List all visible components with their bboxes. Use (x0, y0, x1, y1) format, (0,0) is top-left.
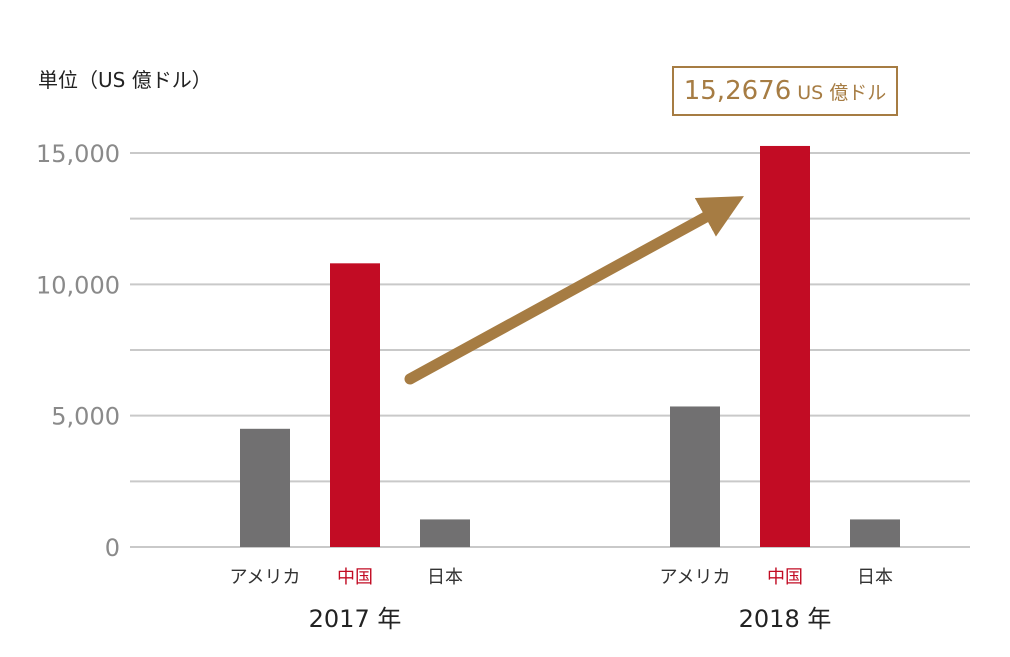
unit-label: 単位（US 億ドル） (38, 68, 212, 92)
category-label: 日本 (427, 567, 463, 588)
callout-value: 15,2676 (683, 76, 792, 106)
y-tick-label: 15,000 (36, 140, 120, 168)
y-tick-label: 0 (105, 534, 120, 562)
category-label: アメリカ (659, 567, 730, 588)
y-tick-label: 10,000 (36, 271, 120, 299)
category-label: アメリカ (229, 567, 300, 588)
bar (850, 519, 900, 547)
bar (330, 263, 380, 547)
callout-unit: US 億ドル (797, 81, 887, 104)
bar (420, 519, 470, 547)
category-label: 中国 (767, 567, 803, 588)
bar (670, 406, 720, 547)
bar (760, 145, 810, 547)
bar (240, 428, 290, 547)
y-tick-label: 5,000 (51, 403, 120, 431)
growth-arrow (404, 196, 744, 385)
category-label: 中国 (337, 567, 373, 588)
group-label: 2017 年 (309, 605, 402, 633)
category-label: 日本 (857, 567, 893, 588)
value-callout: 15,2676 US 億ドル (672, 66, 898, 116)
group-label: 2018 年 (739, 605, 832, 633)
